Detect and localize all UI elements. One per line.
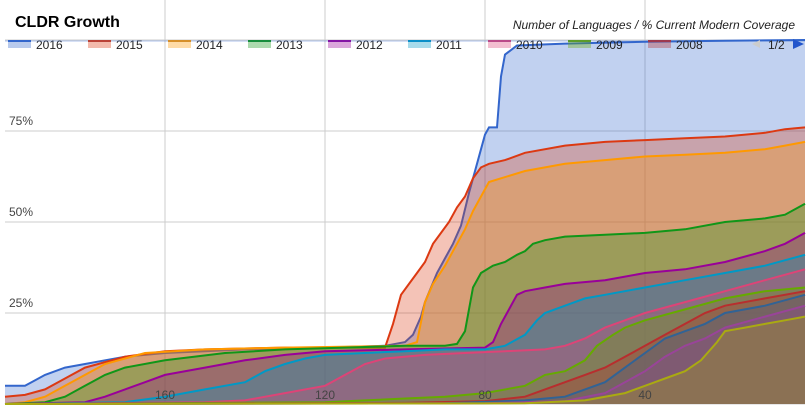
legend-swatch bbox=[328, 40, 351, 48]
legend-swatch bbox=[88, 40, 111, 48]
legend-item-label[interactable]: 2012 bbox=[356, 38, 383, 52]
legend-swatch bbox=[248, 40, 271, 48]
legend-item-label[interactable]: 2008 bbox=[676, 38, 703, 52]
series-line-extra-9 bbox=[4, 293, 806, 405]
series-area-2016 bbox=[5, 40, 805, 404]
series-area-2012 bbox=[5, 232, 805, 404]
series-line-extra-11 bbox=[4, 315, 806, 405]
series-line-2009 bbox=[4, 286, 806, 405]
series-area-2014 bbox=[5, 141, 805, 404]
series-area-2008 bbox=[5, 291, 805, 404]
series-line-2011 bbox=[4, 253, 806, 405]
series-area-extra-10 bbox=[5, 305, 805, 404]
legend-item-label[interactable]: 2016 bbox=[36, 38, 63, 52]
y-tick-label: 25% bbox=[9, 296, 33, 310]
legend-next-arrow-icon[interactable] bbox=[793, 39, 804, 49]
series-area-2015 bbox=[5, 127, 805, 405]
x-tick-label: 40 bbox=[638, 388, 652, 402]
series-area-2013 bbox=[5, 203, 805, 404]
legend-swatch bbox=[168, 40, 191, 48]
legend-pager: 1/2 bbox=[752, 38, 804, 52]
legend-page-label: 1/2 bbox=[768, 38, 785, 52]
legend-item-label[interactable]: 2009 bbox=[596, 38, 623, 52]
legend-item-label[interactable]: 2011 bbox=[436, 38, 462, 52]
legend: 2016 2015 2014 2013 2012 2011 2010 2009 2008 bbox=[5, 38, 805, 52]
gridlines bbox=[5, 0, 805, 405]
legend-swatch bbox=[488, 40, 511, 48]
legend-item-label[interactable]: 2014 bbox=[196, 38, 223, 52]
series-line-2008 bbox=[4, 290, 806, 405]
legend-swatch bbox=[568, 40, 591, 48]
legend-item-label[interactable]: 2010 bbox=[516, 38, 543, 52]
series-area-2010 bbox=[5, 269, 805, 404]
x-axis-ticks: 160 120 80 40 bbox=[155, 388, 652, 402]
series-areas bbox=[4, 39, 806, 405]
series-line-2016 bbox=[5, 39, 806, 387]
x-tick-label: 160 bbox=[155, 388, 175, 402]
legend-swatch bbox=[8, 40, 31, 48]
series-area-2009 bbox=[5, 287, 805, 404]
legend-swatch bbox=[648, 40, 671, 48]
series-line-2010 bbox=[4, 268, 806, 405]
y-axis-ticks: 25% 50% 75% bbox=[9, 114, 33, 310]
chart-title: CLDR Growth bbox=[15, 14, 120, 31]
x-tick-label: 120 bbox=[315, 388, 335, 402]
legend-prev-arrow-icon[interactable] bbox=[752, 40, 760, 48]
y-tick-label: 50% bbox=[9, 205, 33, 219]
legend-item-label[interactable]: 2013 bbox=[276, 38, 303, 52]
series-line-2014 bbox=[4, 140, 806, 405]
series-line-2012 bbox=[4, 232, 806, 405]
x-tick-label: 80 bbox=[478, 388, 492, 402]
series-area-extra-9 bbox=[5, 294, 805, 404]
series-area-extra-11 bbox=[5, 316, 805, 404]
chart-subtitle: Number of Languages / % Current Modern C… bbox=[513, 18, 795, 32]
y-tick-label: 75% bbox=[9, 114, 33, 128]
legend-swatch bbox=[408, 40, 431, 48]
series-line-2013 bbox=[4, 202, 806, 405]
legend-item-label[interactable]: 2015 bbox=[116, 38, 143, 52]
